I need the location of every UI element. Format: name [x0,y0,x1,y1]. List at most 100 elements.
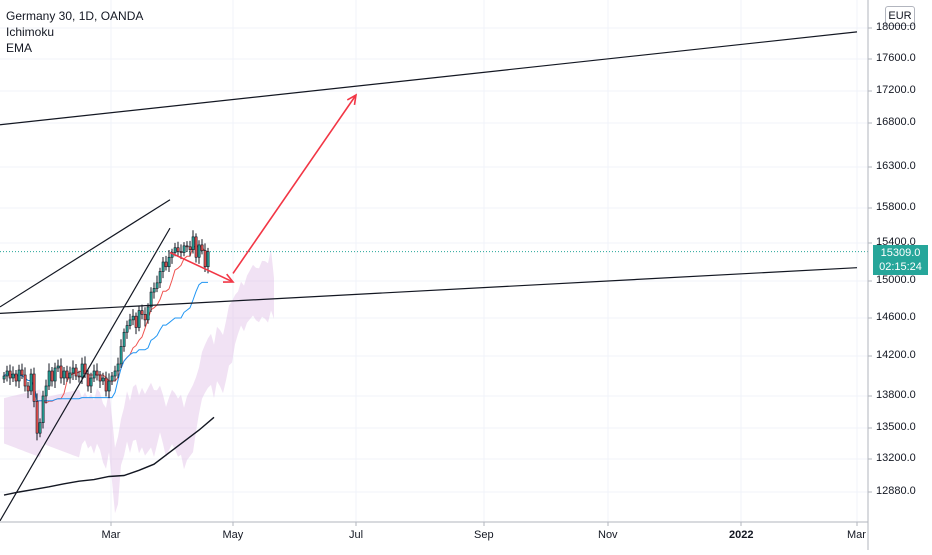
price-tick-label: 16800.0 [876,116,916,128]
time-tick-label: Jul [349,529,364,541]
candle-body [179,251,183,253]
time-tick-label: 2022 [729,529,754,541]
currency-badge[interactable]: EUR [885,6,915,26]
ichimoku-cloud [4,249,274,514]
candle-body [140,310,144,315]
time-tick-label: Sep [474,529,494,541]
candle-body [53,367,57,382]
candle-body [14,373,18,382]
candle-body [104,377,108,392]
candle-body [119,346,123,365]
candle-body [35,401,39,434]
candle-body [191,236,195,250]
candle-body [11,373,15,379]
candle-body [71,367,75,374]
candle-body [158,271,162,284]
arrow-shaft [169,251,234,283]
candle-body [86,373,90,387]
horizontal-trendline [0,267,858,314]
candle-body [200,244,204,251]
candle-body [167,256,171,268]
time-tick-label: Mar [101,529,121,541]
candle-body [146,306,150,321]
candle-body [5,370,9,377]
arrow-shaft [232,94,357,274]
price-tick-label: 15800.0 [876,201,916,213]
candle-body [17,369,21,382]
candle-body [95,370,99,376]
candle-body [77,375,81,378]
price-tick-label: 18000.0 [876,21,916,33]
candle-body [173,247,177,253]
candle-body [155,282,159,289]
candle-body [185,245,189,248]
time-tick-label: May [222,529,244,541]
candle-body [194,236,198,258]
last-price-tag: 15309.0 02:15:24 [873,245,928,275]
candle-body [80,363,84,378]
legend-indicator-ichimoku[interactable]: Ichimoku [6,25,55,39]
candle-body [107,380,111,392]
candle-body [101,377,105,382]
trendlines[interactable] [0,31,858,522]
price-tick-label: 15000.0 [876,274,916,286]
bar-countdown: 02:15:24 [879,261,922,273]
price-tick-label: 17200.0 [876,84,916,96]
candle-body [89,377,93,387]
legend-indicator-ema[interactable]: EMA [6,41,33,55]
candle-body [128,319,132,326]
price-tick-label: 12880.0 [876,485,916,497]
candle-body [188,246,192,250]
candle-body [32,373,36,402]
price-tick-label: 14600.0 [876,311,916,323]
arrow-head [346,93,358,106]
cloud-area [4,249,274,514]
price-scale-ticks [868,27,872,493]
legend-symbol[interactable]: Germany 30, 1D, OANDA [6,9,144,23]
candle-body [182,245,186,253]
candle-body [203,250,207,268]
candle-body [143,313,147,321]
candle-body [2,375,6,380]
candle-body [152,288,156,293]
candle-body [56,365,60,369]
grid-vertical-lines [110,0,858,522]
price-tick-label: 16300.0 [876,160,916,172]
ema-line [3,416,215,496]
candle-body [44,385,48,397]
time-tick-label: Mar [847,529,866,541]
candle-body [161,261,165,272]
candle-body [65,370,69,379]
candle-body [47,370,51,387]
candle-body [29,373,33,392]
price-tick-label: 15400.0 [876,236,916,248]
candle-body [41,395,45,423]
last-price-value: 15309.0 [880,247,921,259]
candle-body [197,244,201,258]
candle-body [59,365,63,379]
price-tick-label: 14200.0 [876,349,916,361]
arrow-head [222,273,235,283]
upper-channel-trendline [0,199,171,308]
candle-body [26,385,30,392]
candle-body [98,374,102,382]
candle-body [74,367,78,377]
price-tick-label: 17600.0 [876,52,916,64]
price-tick-label: 13800.0 [876,389,916,401]
arrow-annotations[interactable] [169,93,358,283]
candle-body [38,422,42,434]
candle-body [23,374,27,387]
candle-body [206,251,210,268]
candle-body [176,247,180,252]
price-tick-label: 13200.0 [876,452,916,464]
candle-body [20,369,24,376]
time-scale-ticks [110,522,858,526]
candle-body [116,363,120,372]
candle-body [68,372,72,379]
candle-body [137,310,141,328]
candle-body [8,370,12,379]
price-tick-label: 13500.0 [876,421,916,433]
chart-legend: Germany 30, 1D, OANDA Ichimoku EMA [6,8,143,56]
